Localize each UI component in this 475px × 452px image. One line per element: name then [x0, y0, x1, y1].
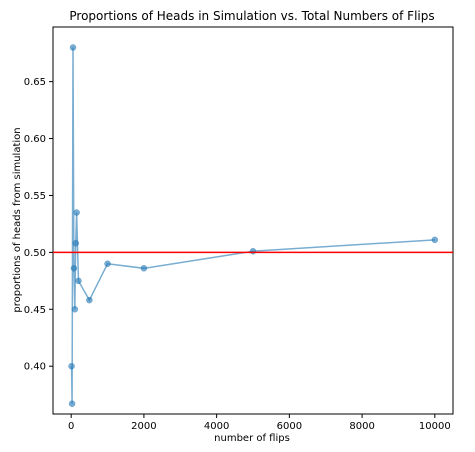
y-tick-label: 0.40 — [24, 362, 46, 373]
data-point — [431, 236, 439, 244]
data-point — [70, 265, 78, 272]
y-tick-label: 0.45 — [24, 305, 46, 316]
data-point — [73, 209, 80, 216]
data-point — [140, 265, 148, 272]
chart-title: Proportions of Heads in Simulation vs. T… — [69, 9, 434, 23]
data-point — [75, 277, 82, 285]
x-tick-label: 8000 — [349, 421, 374, 432]
y-tick-label: 0.55 — [24, 191, 46, 202]
x-tick-label: 6000 — [277, 421, 302, 432]
data-point — [72, 240, 79, 247]
y-tick-label: 0.50 — [24, 248, 46, 259]
data-point — [68, 400, 76, 408]
data-point — [86, 296, 93, 304]
x-tick-label: 0 — [68, 421, 74, 432]
data-point — [249, 247, 257, 255]
y-tick-label: 0.60 — [24, 134, 46, 145]
x-tick-label: 2000 — [131, 421, 156, 432]
data-point — [69, 44, 77, 51]
axes-frame — [52, 26, 454, 415]
series-line — [70, 47, 435, 404]
x-tick-label: 4000 — [204, 421, 229, 432]
y-axis-label: proportions of heads from simulation — [12, 127, 23, 312]
y-tick-label: 0.65 — [24, 77, 46, 88]
data-point — [104, 260, 111, 268]
data-point — [68, 362, 75, 370]
x-axis-label: number of flips — [214, 433, 290, 444]
x-tick-label: 10000 — [419, 421, 451, 432]
plot-area: 0 2000 4000 6000 8000 10000 0.40 0.45 0.50 0.55 0.… — [24, 26, 454, 432]
data-point — [71, 306, 79, 313]
